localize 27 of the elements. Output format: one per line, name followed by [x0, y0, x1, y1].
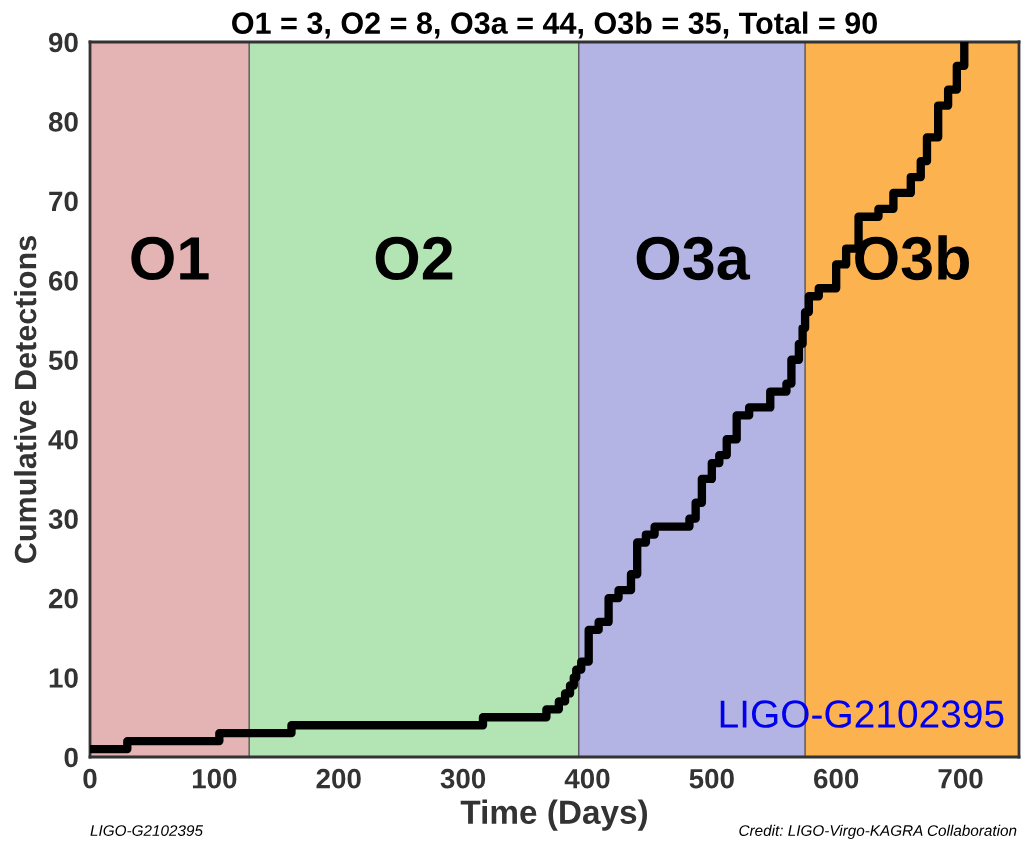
- x-axis-title: Time (Days): [460, 799, 648, 831]
- x-tick-label: 400: [564, 768, 610, 789]
- y-tick-label: 40: [48, 429, 78, 450]
- text: Credit: LIGO-Virgo-KAGRA Collaboration: [739, 824, 1017, 839]
- y-tick-label: 80: [48, 112, 78, 132]
- y-tick-label: 70: [49, 191, 78, 212]
- y-tick-label: 0: [64, 747, 78, 768]
- y-tick-label: 50: [48, 350, 78, 371]
- chart-title: O1 = 3, O2 = 8, O3a = 44, O3b = 35, Total = 90: [232, 11, 877, 39]
- y-tick-label: 30: [48, 509, 78, 530]
- x-tick-label: 500: [689, 768, 734, 789]
- band-label: O3a: [636, 236, 751, 281]
- x-tick-label: 600: [814, 768, 859, 789]
- x-tick-label: 100: [192, 768, 237, 789]
- y-tick-label: 90: [48, 32, 78, 53]
- y-tick-label: 10: [49, 668, 78, 688]
- band-label: O1: [131, 236, 209, 281]
- text: LIGO-G2102395: [90, 825, 203, 836]
- band-label: O3b: [855, 235, 969, 281]
- y-tick-label: 60: [49, 271, 78, 291]
- x-tick-label: 700: [938, 768, 983, 789]
- x-tick-label: 300: [440, 768, 486, 789]
- band-label: O2: [375, 236, 453, 281]
- y-axis-title: Cumulative Detections: [13, 236, 37, 563]
- x-tick-label: 0: [83, 768, 97, 789]
- y-tick-label: 20: [48, 588, 78, 609]
- x-tick-label: 200: [316, 768, 361, 789]
